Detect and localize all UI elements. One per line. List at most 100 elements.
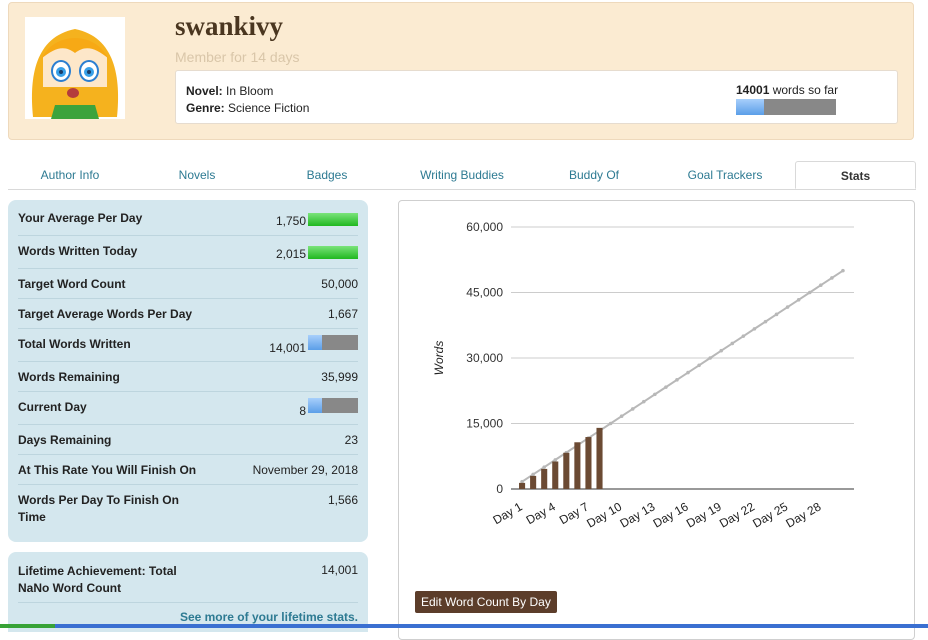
x-tick-label: Day 16 (651, 499, 691, 530)
target-point (774, 312, 779, 317)
stat-value: 35,999 (321, 370, 358, 384)
y-axis-label: Words (432, 341, 446, 376)
x-tick-label: Day 25 (750, 499, 790, 530)
stat-label: Words Per Day To Finish On Time (18, 493, 179, 524)
stat-label: At This Rate You Will Finish On (18, 463, 197, 477)
target-point (730, 341, 735, 346)
target-point (608, 421, 613, 426)
x-tick-label: Day 28 (783, 499, 823, 530)
total-words-progress-fill (308, 335, 322, 350)
target-point (675, 378, 679, 382)
profile-tabs: Author Info Novels Badges Writing Buddie… (8, 161, 916, 190)
words-count: 14001 (736, 83, 770, 97)
target-point (841, 268, 845, 273)
novel-label: Novel: (186, 84, 223, 98)
tab-buddy-of[interactable]: Buddy Of (568, 168, 620, 182)
stat-label: Words Written Today (18, 244, 138, 258)
target-point (531, 472, 535, 477)
word-count-bar (519, 482, 526, 489)
target-point (763, 319, 768, 324)
target-point (819, 283, 823, 288)
stat-label: Days Remaining (18, 433, 112, 447)
stat-label: Your Average Per Day (18, 211, 143, 225)
stat-row-finish-date: At This Rate You Will Finish On November… (18, 455, 358, 485)
y-tick-label: 15,000 (466, 417, 503, 431)
stat-value: 1,566 (327, 493, 358, 507)
chart-panel: 0 15,000 30,000 45,000 60,000 Words Day 1 Day 4… (398, 200, 915, 640)
current-day-progress-bar (308, 398, 358, 413)
today-bar (308, 246, 358, 259)
target-point (630, 407, 635, 411)
tab-goal-trackers[interactable]: Goal Trackers (687, 168, 763, 182)
word-count-bar (574, 442, 581, 489)
y-tick-label: 60,000 (466, 220, 503, 234)
novel-title[interactable]: In Bloom (226, 84, 274, 98)
target-point (542, 465, 546, 469)
target-point (520, 479, 524, 484)
y-tick-label: 0 (496, 482, 503, 496)
target-point (686, 370, 690, 375)
stat-label: Current Day (18, 400, 87, 414)
stat-value: 1,750 (275, 214, 306, 228)
target-point (796, 297, 801, 302)
avatar[interactable] (25, 17, 125, 119)
word-count-bar (563, 452, 570, 489)
stat-row-target-word-count: Target Word Count 50,000 (18, 269, 358, 299)
stat-row-current-day: Current Day 8 (18, 392, 358, 425)
word-count-chart: 0 15,000 30,000 45,000 60,000 Words Day 1 Day 4… (432, 220, 854, 531)
tab-writing-buddies[interactable]: Writing Buddies (420, 168, 504, 182)
divider (18, 602, 358, 603)
word-count-bar (585, 437, 592, 489)
y-tick-label: 45,000 (466, 286, 503, 300)
stat-label: Words Remaining (18, 370, 120, 384)
target-point (697, 363, 701, 368)
edit-word-count-button[interactable]: Edit Word Count By Day (415, 591, 557, 613)
target-line (521, 269, 844, 483)
tab-novels[interactable]: Novels (178, 168, 216, 182)
x-tick-label: Day 13 (617, 499, 657, 530)
stat-value: 1,667 (327, 307, 358, 321)
stat-label: Target Word Count (18, 277, 126, 291)
stat-value: 8 (299, 404, 306, 418)
lifetime-label: Lifetime Achievement: Total NaNo Word Co… (18, 564, 177, 595)
target-point (708, 356, 712, 360)
x-tick-label: Day 22 (717, 499, 757, 530)
stat-row-target-average: Target Average Words Per Day 1,667 (18, 299, 358, 329)
current-day-progress-fill (308, 398, 322, 413)
stats-panel: Your Average Per Day 1,750 Words Written… (8, 200, 368, 542)
target-point (641, 399, 646, 404)
stat-label: Total Words Written (18, 337, 131, 351)
word-count-bar (530, 475, 537, 489)
member-duration: Member for 14 days (175, 49, 300, 65)
word-count-bar (541, 468, 548, 489)
lifetime-value: 14,001 (321, 563, 358, 577)
word-count-bar (552, 461, 559, 489)
x-tick-label: Day 4 (524, 499, 558, 527)
stat-row-words-today: Words Written Today 2,015 (18, 236, 358, 269)
genre-value: Science Fiction (228, 101, 310, 115)
profile-header: swankivy Member for 14 days Novel: In Bl… (8, 2, 914, 140)
avatar-image (25, 17, 125, 119)
tab-stats[interactable]: Stats (795, 161, 916, 189)
x-tick-label: Day 10 (584, 499, 624, 530)
tab-badges[interactable]: Badges (306, 168, 348, 182)
stat-row-average-per-day: Your Average Per Day 1,750 (18, 200, 358, 236)
stat-row-days-remaining: Days Remaining 23 (18, 425, 358, 455)
total-words-progress-bar (308, 335, 358, 350)
stat-row-words-per-day-to-finish: Words Per Day To Finish On Time 1,566 (18, 485, 358, 531)
word-count-bar (596, 427, 603, 489)
stat-value: November 29, 2018 (252, 463, 358, 477)
taskbar-strip (0, 624, 928, 628)
stat-value: 23 (344, 433, 358, 447)
target-point (752, 327, 757, 331)
lifetime-stats-link[interactable]: See more of your lifetime stats. (179, 610, 358, 624)
target-point (785, 305, 790, 309)
average-bar (308, 213, 358, 226)
novel-progress-fill (736, 99, 764, 115)
target-point (619, 414, 624, 419)
stat-row-words-remaining: Words Remaining 35,999 (18, 362, 358, 392)
stat-row-total-words: Total Words Written 14,001 (18, 329, 358, 362)
tab-author-info[interactable]: Author Info (40, 168, 100, 182)
stat-value: 50,000 (321, 277, 358, 291)
stat-label: Target Average Words Per Day (18, 307, 193, 321)
